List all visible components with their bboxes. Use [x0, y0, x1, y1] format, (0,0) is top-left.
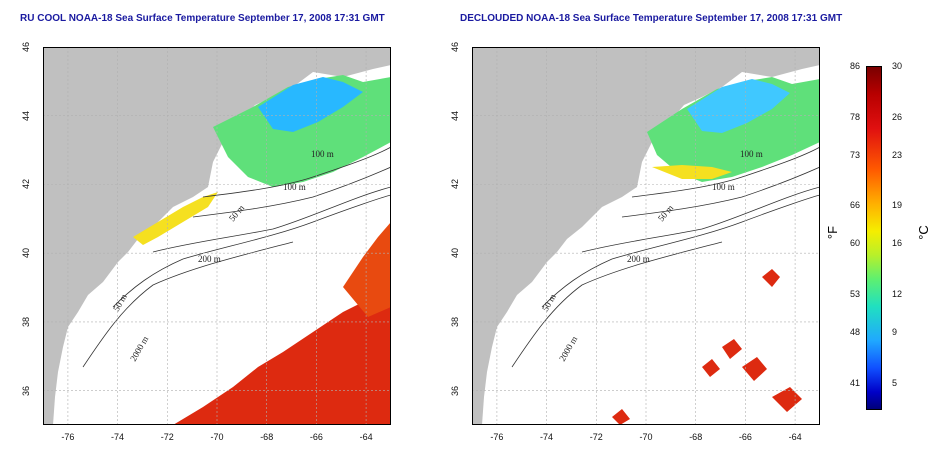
lon-tick-left-0: -76 — [61, 432, 75, 442]
celsius-tick-7: 5 — [892, 377, 898, 388]
lon-tick-left-5: -66 — [309, 432, 323, 442]
lat-tick-left-3: 42 — [21, 179, 31, 190]
contour-label-100m-b: 100 m — [283, 182, 306, 192]
fahrenheit-tick-1: 78 — [849, 111, 860, 122]
lon-tick-right-5: -66 — [738, 432, 752, 442]
lat-tick-left-4: 44 — [21, 110, 31, 121]
graticule — [43, 47, 391, 425]
fahrenheit-tick-2: 73 — [849, 149, 860, 160]
lon-tick-right-6: -64 — [788, 432, 802, 442]
raw-sst-map: 100 m 100 m 50 m 200 m 50 m 2000 m — [43, 47, 391, 425]
celsius-unit-label: °C — [915, 225, 931, 240]
celsius-tick-1: 26 — [892, 111, 903, 122]
lon-tick-left-6: -64 — [359, 432, 373, 442]
cold-water-core — [258, 77, 363, 132]
lon-tick-left-3: -70 — [210, 432, 224, 442]
celsius-tick-2: 23 — [892, 149, 903, 160]
bathymetry-contours — [511, 146, 820, 368]
fahrenheit-tick-5: 53 — [849, 289, 860, 299]
bathymetry-contours — [82, 146, 391, 368]
warm-coastal-strip — [133, 192, 218, 245]
declouded-sst-map-canvas: 100 m 100 m 50 m 200 m 50 m 2000 m — [472, 47, 820, 425]
fahrenheit-tick-7: 41 — [849, 377, 860, 388]
graticule — [472, 47, 820, 425]
lon-tick-right-0: -76 — [490, 432, 504, 442]
fahrenheit-tick-6: 48 — [849, 327, 860, 337]
contour-label-200m: 200 m — [198, 254, 221, 264]
lat-tick-left-1: 38 — [21, 316, 31, 327]
celsius-tick-4: 16 — [892, 238, 903, 249]
lon-tick-left-4: -68 — [260, 432, 274, 442]
map-frame — [43, 47, 391, 425]
lat-tick-right-0: 36 — [450, 385, 460, 396]
land-mass — [472, 47, 820, 425]
fahrenheit-tick-0: 86 — [849, 61, 860, 71]
lat-tick-left-0: 36 — [21, 385, 31, 396]
lon-tick-right-2: -72 — [589, 432, 603, 442]
contour-label-100m-a: 100 m — [311, 149, 334, 159]
lat-tick-left-5: 46 — [21, 42, 31, 53]
lat-tick-right-1: 38 — [450, 316, 460, 327]
right-panel-title: DECLOUDED NOAA-18 Sea Surface Temperatur… — [460, 13, 843, 24]
lat-tick-right-2: 40 — [450, 248, 460, 259]
contour-label-200m: 200 m — [627, 254, 650, 264]
lat-tick-left-2: 40 — [21, 248, 31, 259]
fahrenheit-unit-label: °F — [825, 225, 841, 240]
temperature-colorbar — [866, 66, 882, 410]
lat-tick-right-3: 42 — [450, 179, 460, 190]
left-panel-title: RU COOL NOAA-18 Sea Surface Temperature … — [20, 13, 385, 24]
lat-tick-right-5: 46 — [450, 42, 460, 53]
contour-label-100m-b: 100 m — [712, 182, 735, 192]
celsius-tick-0: 30 — [892, 61, 903, 71]
declouded-sst-map: 100 m 100 m 50 m 200 m 50 m 2000 m — [472, 47, 820, 425]
warm-coastal-strip — [652, 165, 732, 179]
cold-water-core — [687, 79, 790, 133]
map-frame — [472, 47, 820, 425]
lon-tick-left-2: -72 — [160, 432, 174, 442]
contour-label-100m-a: 100 m — [740, 149, 763, 159]
land-mass — [43, 47, 391, 425]
celsius-tick-5: 12 — [892, 289, 903, 299]
fahrenheit-tick-4: 60 — [849, 238, 860, 249]
lat-tick-right-4: 44 — [450, 110, 460, 121]
warm-water-east — [343, 222, 391, 317]
lon-tick-right-3: -70 — [639, 432, 653, 442]
celsius-tick-3: 19 — [892, 200, 903, 211]
lon-tick-right-1: -74 — [540, 432, 554, 442]
lon-tick-left-1: -74 — [111, 432, 125, 442]
lon-tick-right-4: -68 — [689, 432, 703, 442]
celsius-tick-6: 9 — [892, 327, 898, 337]
raw-sst-map-canvas: 100 m 100 m 50 m 200 m 50 m 2000 m — [43, 47, 391, 425]
fahrenheit-tick-3: 66 — [849, 200, 860, 211]
